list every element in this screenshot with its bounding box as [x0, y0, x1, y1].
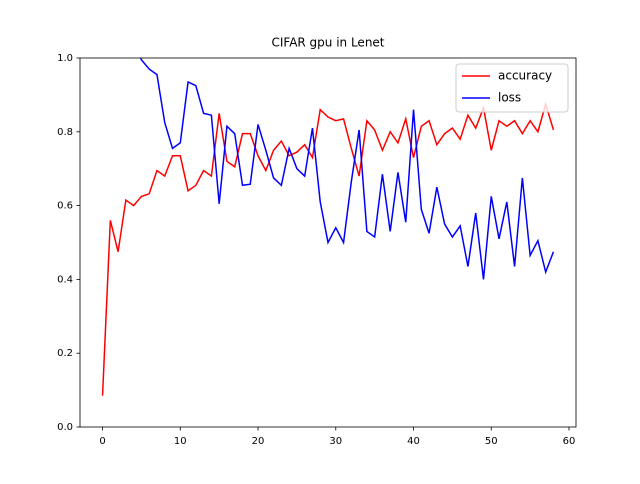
- legend-label: loss: [498, 91, 521, 105]
- line-series: [101, 101, 555, 396]
- y-tick-label: 1.0: [57, 53, 73, 64]
- y-tick-label: 0.4: [57, 274, 73, 285]
- y-tick-label: 0.6: [57, 201, 73, 212]
- x-tick-label: 50: [485, 436, 498, 447]
- x-tick-label: 20: [252, 436, 265, 447]
- axes-frame: [79, 57, 577, 428]
- x-tick-label: 60: [563, 436, 576, 447]
- y-tick-label: 0.2: [57, 348, 73, 359]
- x-tick-label: 30: [329, 436, 342, 447]
- plot-area: [101, 58, 555, 396]
- x-tick-label: 10: [174, 436, 187, 447]
- y-tick-label: 0.0: [57, 422, 73, 433]
- line-series: [139, 58, 555, 280]
- y-tick-label: 0.8: [57, 127, 73, 138]
- x-tick-label: 40: [407, 436, 420, 447]
- x-tick-label: 0: [99, 436, 105, 447]
- chart-title: CIFAR gpu in Lenet: [271, 36, 384, 50]
- legend-label: accuracy: [498, 69, 552, 83]
